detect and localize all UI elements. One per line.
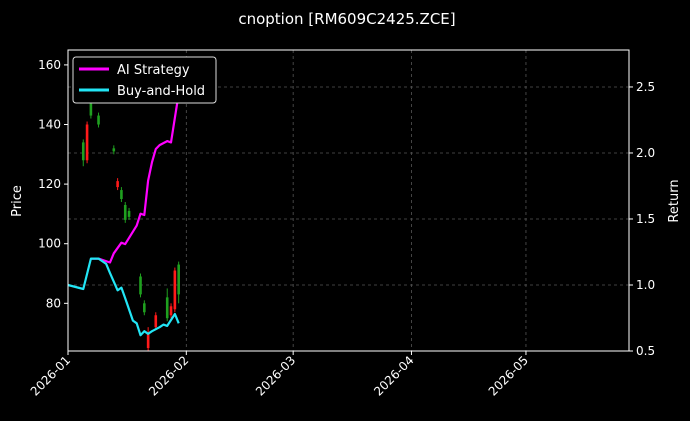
candle-body — [116, 181, 119, 188]
y-tick-label-right: 2.0 — [636, 146, 655, 160]
candle-body — [169, 306, 173, 316]
y-tick-label-left: 140 — [38, 118, 61, 132]
y-tick-label-left: 80 — [46, 296, 61, 310]
candle-body — [143, 303, 146, 313]
candle-body — [123, 204, 127, 220]
candle-body — [127, 210, 131, 217]
candle-body — [139, 276, 142, 295]
legend-label-ai-strategy: AI Strategy — [117, 63, 190, 78]
candle-body — [177, 264, 180, 295]
y-axis-left-label: Price — [10, 185, 25, 217]
candle-body — [146, 333, 150, 349]
candle-body — [154, 315, 158, 328]
series-line-ai-strategy — [90, 93, 180, 264]
candle-body — [81, 142, 85, 161]
y-tick-label-left: 100 — [38, 237, 61, 251]
candle-body — [173, 270, 177, 310]
candle-body — [89, 103, 93, 116]
y-tick-label-left: 120 — [38, 177, 61, 191]
candle-body — [165, 297, 169, 319]
y-tick-label-right: 1.0 — [636, 278, 655, 292]
candle-body — [112, 148, 116, 152]
y-tick-label-right: 0.5 — [636, 344, 655, 358]
chart-title: cnoption [RM609C2425.ZCE] — [238, 10, 455, 28]
series-lines — [67, 93, 180, 337]
candle-body — [85, 124, 89, 161]
y-tick-label-right: 2.5 — [636, 80, 655, 94]
candles — [81, 100, 180, 351]
y-axis-right-label: Return — [667, 179, 682, 222]
legend-label-buy-and-hold: Buy-and-Hold — [117, 84, 205, 99]
series-line-buy-and-hold — [67, 257, 180, 337]
candle-body — [120, 190, 123, 200]
candle-body — [97, 115, 100, 125]
y-tick-label-left: 160 — [38, 58, 61, 72]
plot-frame — [67, 49, 630, 352]
y-tick-label-right: 1.5 — [636, 212, 655, 226]
legend: AI Strategy Buy-and-Hold — [72, 56, 217, 104]
